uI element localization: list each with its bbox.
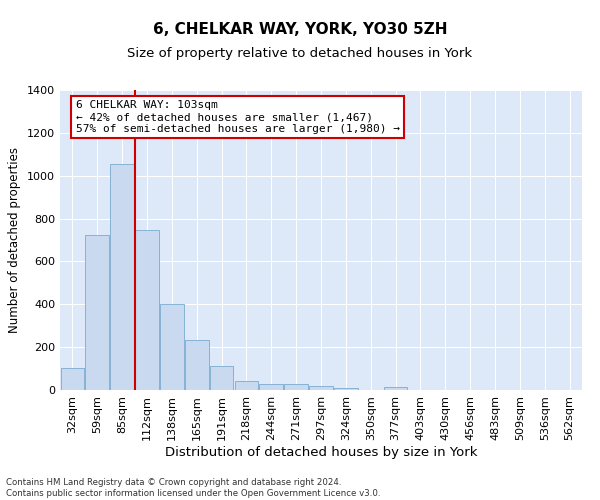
Y-axis label: Number of detached properties: Number of detached properties [8, 147, 22, 333]
Bar [235, 381, 258, 390]
Text: Contains HM Land Registry data © Crown copyright and database right 2024.
Contai: Contains HM Land Registry data © Crown c… [6, 478, 380, 498]
Bar [85, 234, 109, 390]
Text: 6 CHELKAR WAY: 103sqm
← 42% of detached houses are smaller (1,467)
57% of semi-d: 6 CHELKAR WAY: 103sqm ← 42% of detached … [76, 100, 400, 134]
Bar [259, 384, 283, 390]
Bar [110, 164, 134, 390]
Bar [135, 230, 159, 390]
Bar [384, 388, 407, 390]
Bar [309, 386, 333, 390]
Bar [160, 304, 184, 390]
Bar [284, 384, 308, 390]
Bar [210, 366, 233, 390]
Bar [334, 388, 358, 390]
Text: 6, CHELKAR WAY, YORK, YO30 5ZH: 6, CHELKAR WAY, YORK, YO30 5ZH [153, 22, 447, 38]
Bar [61, 368, 84, 390]
Bar [185, 340, 209, 390]
X-axis label: Distribution of detached houses by size in York: Distribution of detached houses by size … [165, 446, 477, 458]
Text: Size of property relative to detached houses in York: Size of property relative to detached ho… [127, 48, 473, 60]
